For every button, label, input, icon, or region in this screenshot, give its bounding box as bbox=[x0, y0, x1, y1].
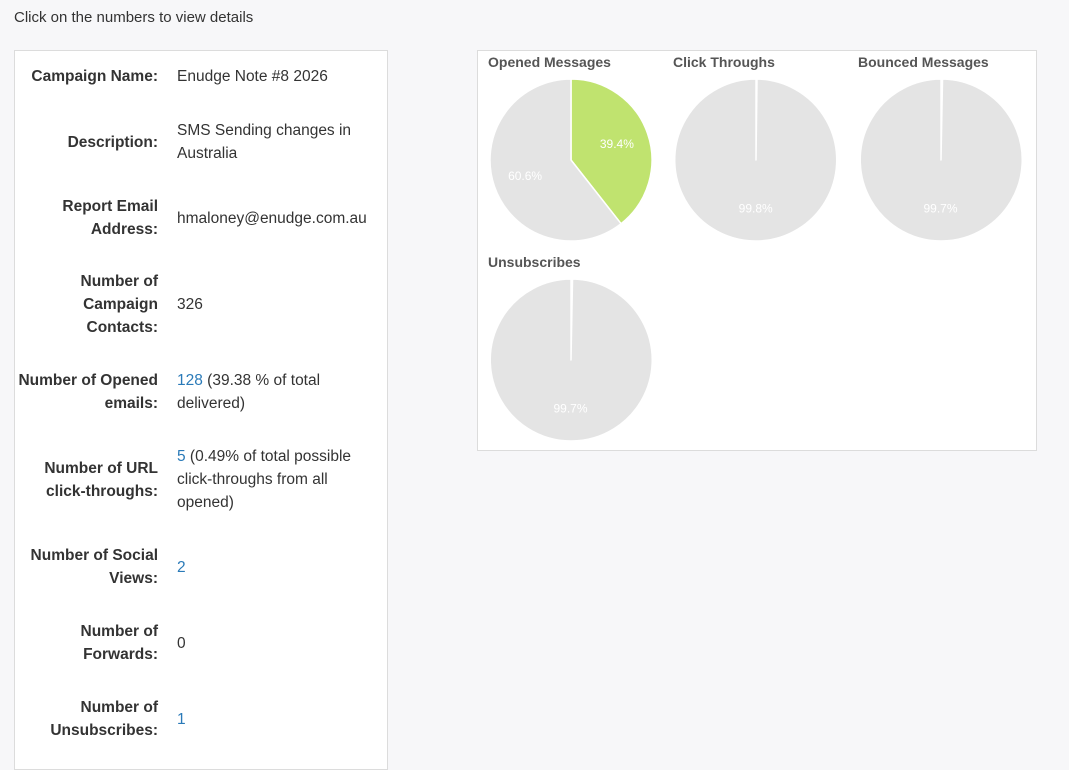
report-email-row: Report Email Address: hmaloney@enudge.co… bbox=[15, 195, 387, 241]
chart-title: Unsubscribes bbox=[488, 254, 581, 270]
unsubscribes-pie[interactable]: 99.7% bbox=[488, 277, 654, 443]
social-views-row: Number of Social Views: 2 bbox=[15, 544, 387, 590]
social-views-link[interactable]: 2 bbox=[177, 558, 186, 576]
opened-messages-chart: Opened Messages 39.4% 60.6% bbox=[479, 51, 659, 251]
opened-emails-link[interactable]: 128 bbox=[177, 372, 203, 389]
chart-title: Click Throughs bbox=[673, 54, 775, 70]
slice-label: 60.6% bbox=[508, 169, 542, 183]
pie-slice[interactable] bbox=[570, 78, 653, 225]
pie-slice[interactable] bbox=[673, 78, 838, 242]
chart-title: Opened Messages bbox=[488, 54, 611, 70]
opened-messages-pie[interactable]: 39.4% 60.6% bbox=[488, 77, 654, 243]
campaign-name-label: Campaign Name: bbox=[31, 68, 158, 85]
campaign-details-panel: Campaign Name: Enudge Note #8 2026 Descr… bbox=[14, 50, 388, 770]
campaign-contacts-row: Number of Campaign Contacts: 326 bbox=[15, 270, 387, 339]
forwards-row: Number of Forwards: 0 bbox=[15, 620, 387, 666]
slice-label: 99.7% bbox=[553, 402, 587, 416]
pie-slice[interactable] bbox=[489, 278, 653, 442]
url-clicks-row: Number of URL click-throughs: 5 (0.49% o… bbox=[15, 445, 387, 514]
social-views-value: 2 bbox=[177, 556, 372, 579]
description-row: Description: SMS Sending changes in Aust… bbox=[15, 119, 387, 165]
forwards-value: 0 bbox=[177, 634, 186, 652]
campaign-contacts-value: 326 bbox=[177, 296, 203, 313]
url-clicks-note: (0.49% of total possible click-throughs … bbox=[177, 448, 352, 511]
bounced-messages-chart: Bounced Messages 99.7% bbox=[849, 51, 1029, 251]
forwards-label: Number of Forwards: bbox=[80, 623, 159, 663]
url-clicks-label: Number of URL click-throughs: bbox=[44, 459, 158, 500]
instruction-text: Click on the numbers to view details bbox=[14, 9, 254, 26]
description-label: Description: bbox=[67, 133, 158, 151]
bounced-messages-pie[interactable]: 99.7% bbox=[858, 77, 1024, 243]
campaign-name-row: Campaign Name: Enudge Note #8 2026 bbox=[15, 65, 387, 88]
slice-label: 99.7% bbox=[923, 202, 957, 216]
pie-slice[interactable] bbox=[859, 78, 1023, 242]
unsubscribes-link[interactable]: 1 bbox=[177, 710, 186, 728]
chart-title: Bounced Messages bbox=[858, 54, 989, 70]
click-throughs-pie[interactable]: 99.8% bbox=[673, 77, 839, 243]
opened-emails-row: Number of Opened emails: 128 (39.38 % of… bbox=[15, 369, 387, 415]
opened-emails-value: 128 (39.38 % of total delivered) bbox=[177, 369, 372, 415]
social-views-label: Number of Social Views: bbox=[30, 547, 158, 587]
report-email-label: Report Email Address: bbox=[62, 198, 158, 238]
campaign-name-value: Enudge Note #8 2026 bbox=[177, 68, 328, 85]
unsubscribes-chart: Unsubscribes 99.7% bbox=[479, 251, 659, 451]
campaign-contacts-label: Number of Campaign Contacts: bbox=[80, 273, 159, 336]
opened-emails-label: Number of Opened emails: bbox=[18, 372, 158, 412]
unsubscribes-row: Number of Unsubscribes: 1 bbox=[15, 696, 387, 742]
slice-label: 99.8% bbox=[739, 202, 773, 216]
url-clicks-link[interactable]: 5 bbox=[177, 448, 186, 465]
pie-slice[interactable] bbox=[489, 78, 622, 242]
slice-label: 39.4% bbox=[600, 137, 634, 151]
unsubscribes-label: Number of Unsubscribes: bbox=[50, 699, 158, 739]
opened-emails-note: (39.38 % of total delivered) bbox=[177, 372, 321, 412]
report-email-value: hmaloney@enudge.com.au bbox=[177, 209, 367, 227]
description-value: SMS Sending changes in Australia bbox=[177, 122, 352, 162]
url-clicks-value: 5 (0.49% of total possible click-through… bbox=[177, 445, 372, 514]
click-throughs-chart: Click Throughs 99.8% bbox=[664, 51, 844, 251]
unsubscribes-value: 1 bbox=[177, 708, 372, 731]
charts-panel: Opened Messages 39.4% 60.6% Click Through… bbox=[477, 50, 1037, 451]
